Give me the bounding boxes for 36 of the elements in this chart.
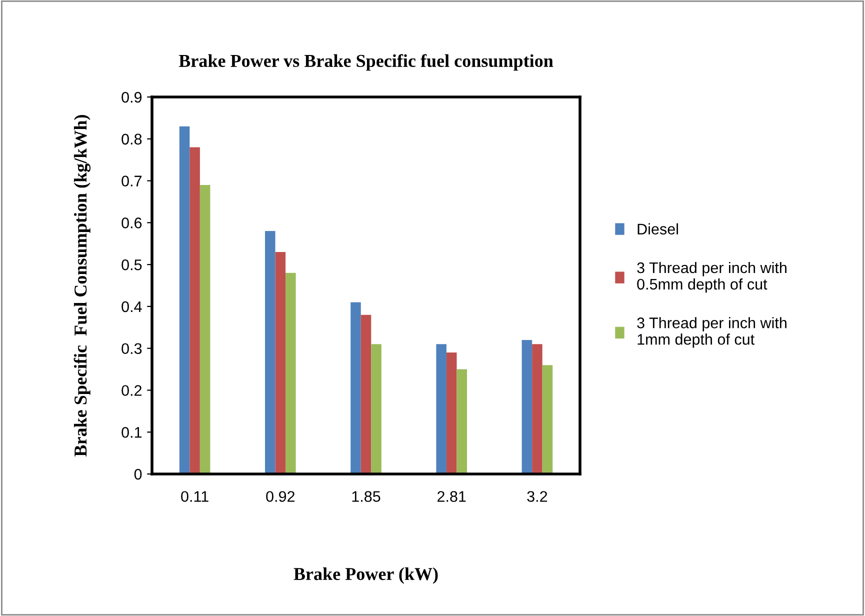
y-tick-label: 0.2 <box>122 385 142 396</box>
bar <box>542 365 553 474</box>
bar <box>286 272 296 474</box>
y-tick-label: 0.9 <box>122 92 142 103</box>
x-tick-label: 1.85 <box>352 491 380 502</box>
y-tick-label: 0.5 <box>122 259 142 270</box>
bar <box>275 252 286 474</box>
y-tick-label: 0.3 <box>122 343 142 354</box>
legend-label: 3 Thread per inch with 1mm depth of cut <box>637 317 786 348</box>
bar <box>360 314 372 474</box>
bar <box>532 344 542 474</box>
bar <box>350 302 361 474</box>
bar <box>446 352 457 474</box>
x-tick-label: 0.92 <box>266 491 294 502</box>
chart-title: Brake Power vs Brake Specific fuel consumption <box>178 54 554 71</box>
bar <box>522 340 532 474</box>
x-tick-label: 0.11 <box>181 491 208 502</box>
text: 0 <box>134 468 142 480</box>
bar <box>179 126 190 474</box>
bar <box>264 231 276 474</box>
y-tick-label: 0.4 <box>122 301 142 312</box>
bar <box>200 184 210 474</box>
bar <box>436 344 446 474</box>
legend-label: 3 Thread per inch with 0.5mm depth of cut <box>637 262 786 293</box>
y-tick-label: 0.1 <box>122 426 142 438</box>
x-axis-title: Brake Power (kW) <box>294 567 438 584</box>
legend-label: Diesel <box>638 223 678 234</box>
y-tick-label: 0.6 <box>122 218 142 228</box>
bar <box>371 344 382 474</box>
y-tick-label: 0.8 <box>122 134 142 145</box>
x-tick-label: 2.81 <box>438 491 466 502</box>
bar <box>456 369 468 474</box>
bar <box>190 147 200 474</box>
y-tick-label: 0.7 <box>122 176 142 186</box>
y-axis-title: Brake Specific Fuel Consumption (kg/kWh) <box>74 114 90 456</box>
x-tick-label: 3.2 <box>527 491 548 502</box>
